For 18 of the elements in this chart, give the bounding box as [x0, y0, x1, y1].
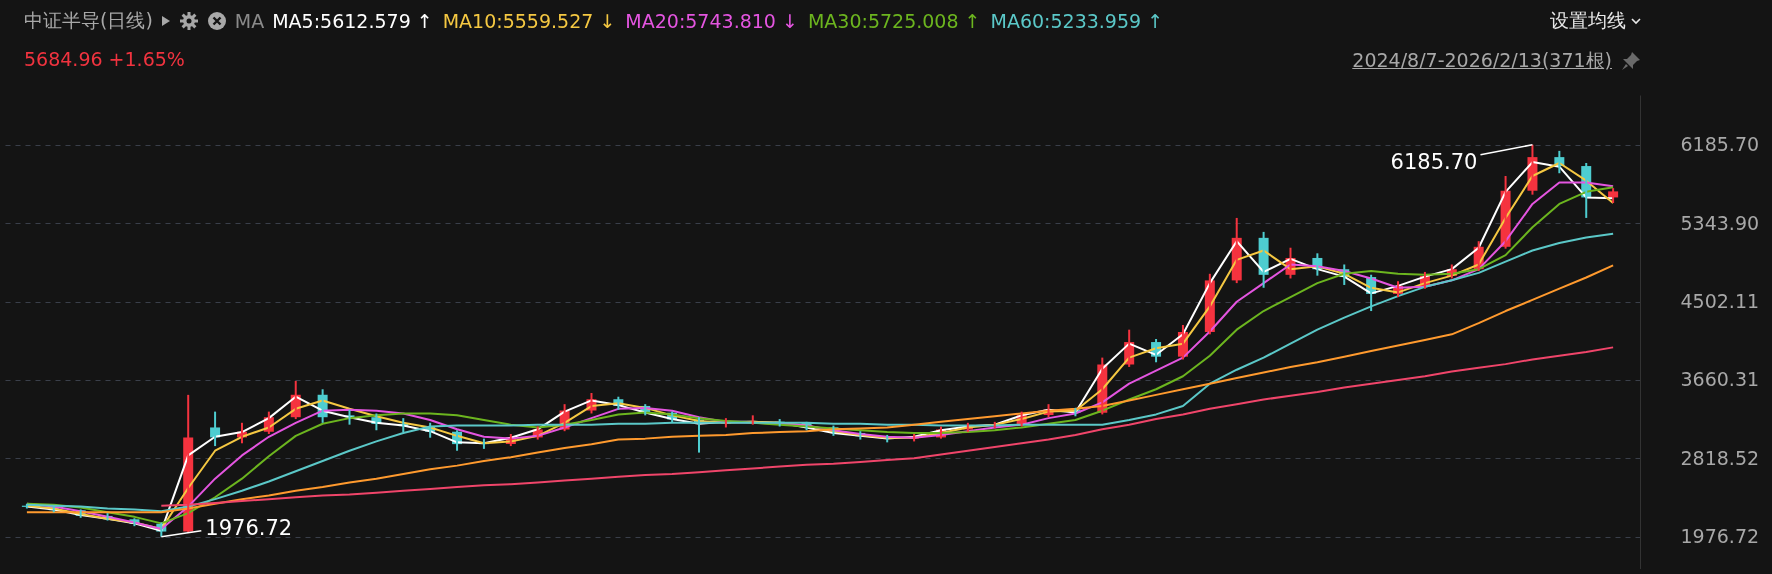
y-tick-label: 1976.72: [1680, 525, 1760, 548]
text: MA20:5743.810 ↓: [625, 10, 798, 32]
text: MA: [234, 10, 265, 32]
text: 设置均线: [1550, 8, 1626, 33]
text: MA5:5612.579 ↑: [272, 10, 433, 32]
y-tick-label: 6185.70: [1680, 133, 1760, 156]
y-tick-label: 2818.52: [1680, 446, 1760, 469]
text: MA30:5725.008 ↑: [807, 10, 981, 32]
text: MA60:5233.959 ↑: [990, 10, 1164, 32]
chart-subtitle: 5684.96 +1.65%: [24, 48, 185, 70]
y-tick-label: 3660.31: [1680, 368, 1760, 391]
annotation: 1976.72: [205, 515, 293, 540]
y-tick-label: 5343.90: [1680, 211, 1760, 234]
y-tick-label: 4502.11: [1680, 290, 1760, 313]
text: 2024/8/7-2026/2/13(371根): [1352, 48, 1612, 73]
annotation: 6185.70: [1390, 149, 1478, 174]
chart-title: 中证半导(日线): [24, 8, 153, 33]
text: MA10:5559.527 ↓: [442, 10, 616, 32]
